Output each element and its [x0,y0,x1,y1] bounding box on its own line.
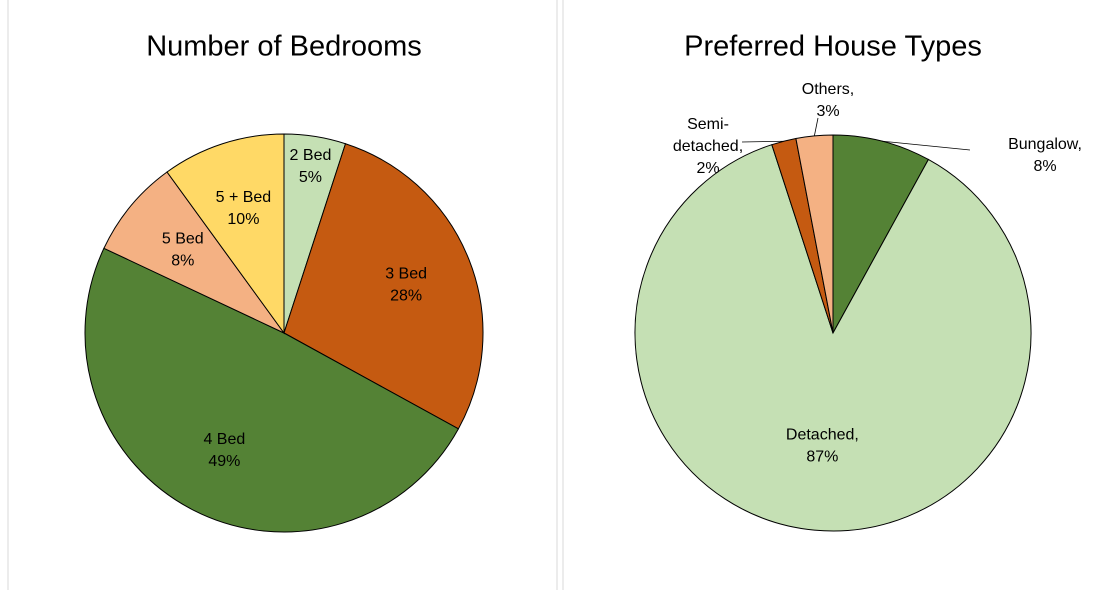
value-label: 3% [816,103,839,120]
category-label-cont: detached, [673,138,743,155]
category-label: Semi- [687,116,729,133]
data-label: Bungalow, 8% [1008,136,1082,175]
category-label: 5 Bed [162,230,204,247]
pie-slice [832,134,930,334]
value-label: 8% [1033,158,1056,175]
data-label: 3 Bed 28% [385,266,427,305]
data-label: 5 Bed 8% [162,230,204,269]
data-label: Detached, 87% [786,427,859,466]
category-label: 3 Bed [385,266,427,283]
category-label: 5 + Bed [216,189,272,206]
value-label: 87% [806,449,838,466]
category-label: Bungalow, [1008,136,1082,153]
pie-slice [283,143,484,430]
value-label: 5% [299,169,322,186]
data-label: Semi-detached, 2% [673,116,743,177]
category-label: Others, [802,81,854,98]
value-label: 10% [227,211,259,228]
data-label: 5 + Bed 10% [216,189,272,228]
pie-slice [84,247,460,533]
category-label: 2 Bed [290,147,332,164]
value-label: 49% [208,453,240,470]
chart-title: Number of Bedrooms [146,31,422,63]
panel-frame [562,0,564,590]
category-label: Detached, [786,427,859,444]
data-label: 4 Bed 49% [203,431,245,470]
pie-slice [166,133,285,335]
value-label: 2% [696,160,719,177]
pie-slice [103,171,285,334]
leader-line [882,140,971,151]
data-label: 2 Bed 5% [290,147,332,186]
leader-line [741,140,784,143]
leader-line [813,117,819,136]
data-label: Others, 3% [802,81,854,120]
value-label: 8% [171,252,194,269]
panel-frame [7,0,558,590]
value-label: 28% [390,288,422,305]
category-label: 4 Bed [203,431,245,448]
pie-slice [634,144,1032,532]
chart-title: Preferred House Types [684,31,982,63]
